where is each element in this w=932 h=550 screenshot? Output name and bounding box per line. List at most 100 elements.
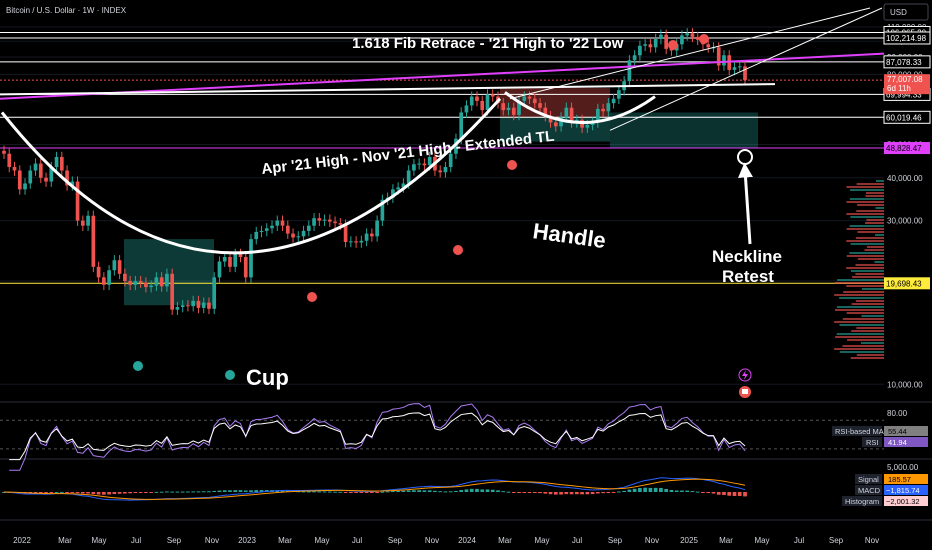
currency-box[interactable] bbox=[883, 3, 929, 21]
candle-body bbox=[475, 96, 479, 101]
candle-body bbox=[138, 281, 143, 283]
x-tick-label: Jul bbox=[352, 536, 362, 545]
candle-body bbox=[401, 183, 406, 188]
x-tick-label: 2024 bbox=[458, 536, 476, 545]
candle-body bbox=[617, 90, 621, 99]
candle-body bbox=[501, 103, 506, 111]
macd-histogram-bar bbox=[559, 492, 563, 495]
candle-body bbox=[238, 253, 243, 258]
macd-histogram-bar bbox=[91, 492, 96, 495]
candle-body bbox=[422, 163, 427, 166]
macd-histogram-bar bbox=[354, 492, 358, 493]
candle-body bbox=[270, 225, 274, 229]
macd-histogram-bar bbox=[144, 492, 148, 493]
volume-profile-bar bbox=[857, 231, 884, 233]
candle-body bbox=[559, 117, 563, 127]
candle-body bbox=[228, 257, 232, 267]
candle-body bbox=[590, 122, 595, 125]
pivot-high-marker bbox=[507, 160, 517, 170]
volume-profile-bar bbox=[834, 348, 884, 350]
macd-histogram-bar bbox=[611, 492, 616, 493]
macd-histogram-bar bbox=[522, 492, 527, 493]
lightning-icon[interactable] bbox=[738, 368, 752, 382]
volume-profile-bar bbox=[846, 213, 884, 215]
candle-body bbox=[517, 100, 521, 115]
macd-histogram-bar bbox=[280, 490, 285, 492]
candle-body bbox=[107, 270, 111, 285]
macd-histogram-bar bbox=[638, 488, 642, 492]
macd-histogram-bar bbox=[475, 488, 479, 492]
candle-body bbox=[175, 307, 180, 310]
candle-body bbox=[396, 187, 400, 190]
candle-body bbox=[685, 33, 690, 36]
macd-histogram-bar bbox=[737, 492, 742, 496]
volume-profile-bar bbox=[864, 249, 884, 251]
candle-body bbox=[80, 220, 85, 226]
macd-histogram-bar bbox=[44, 492, 48, 493]
extended-trendline bbox=[0, 52, 885, 100]
candle-body bbox=[222, 257, 227, 262]
macd-histogram-bar bbox=[427, 490, 432, 492]
candle-body bbox=[643, 44, 647, 46]
volume-profile-bar bbox=[852, 276, 884, 278]
macd-histogram-bar bbox=[175, 491, 180, 493]
channel-line bbox=[509, 7, 871, 100]
candle-body bbox=[191, 300, 196, 307]
candle-body bbox=[201, 302, 206, 308]
pivot-low-marker bbox=[133, 361, 143, 371]
macd-histogram-bar bbox=[238, 490, 243, 492]
candle-body bbox=[33, 163, 38, 171]
candle-body bbox=[217, 261, 222, 278]
y-tick-label: 40,000.00 bbox=[887, 174, 923, 183]
candle-body bbox=[317, 218, 322, 221]
candle-body bbox=[149, 285, 153, 288]
volume-profile-bar bbox=[846, 312, 884, 314]
macd-histogram-bar bbox=[333, 491, 337, 493]
macd-histogram-bar bbox=[569, 492, 574, 495]
candle-body bbox=[632, 55, 637, 61]
macd-histogram-bar bbox=[117, 492, 122, 494]
candle-body bbox=[359, 240, 364, 243]
candle-body bbox=[459, 112, 464, 139]
macd-histogram-bar bbox=[317, 491, 322, 493]
macd-histogram-bar bbox=[196, 491, 201, 493]
macd-histogram-bar bbox=[112, 492, 117, 495]
volume-profile-bar bbox=[836, 306, 884, 308]
volume-profile-bar bbox=[834, 309, 884, 311]
volume-profile-bar bbox=[846, 240, 884, 242]
macd-histogram-bar bbox=[165, 491, 169, 493]
candle-body bbox=[128, 281, 132, 285]
price-level-tag bbox=[884, 277, 930, 290]
x-tick-label: May bbox=[534, 536, 549, 545]
candle-body bbox=[569, 107, 574, 123]
flag-icon[interactable] bbox=[739, 386, 751, 398]
macd-histogram-bar bbox=[538, 492, 542, 494]
rsi-line bbox=[9, 403, 746, 471]
macd-histogram-bar bbox=[433, 490, 437, 492]
price-level-label: 102,214.98 bbox=[886, 34, 927, 43]
macd-histogram-bar bbox=[28, 492, 33, 493]
candle-body bbox=[49, 166, 54, 182]
x-tick-label: Nov bbox=[645, 536, 659, 545]
macd-histogram-bar bbox=[543, 492, 548, 494]
candle-body bbox=[186, 305, 190, 307]
volume-profile-bar bbox=[843, 291, 884, 293]
price-level-label: 48,828.47 bbox=[886, 144, 922, 153]
candle-body bbox=[548, 116, 553, 123]
macd-histogram-bar bbox=[622, 490, 626, 492]
macd-histogram-bar bbox=[38, 492, 43, 493]
volume-profile-bar bbox=[835, 336, 884, 338]
volume-profile-bar bbox=[851, 303, 884, 305]
volume-profile-bar bbox=[839, 351, 884, 353]
candle-body bbox=[543, 107, 548, 117]
volume-profile-bar bbox=[857, 258, 884, 260]
volume-profile-bar bbox=[842, 345, 884, 347]
macd-histogram-bar bbox=[102, 492, 106, 495]
macd-histogram-bar bbox=[391, 491, 395, 493]
volume-profile-bar bbox=[855, 300, 884, 302]
candle-body bbox=[86, 215, 90, 226]
macd-histogram-bar bbox=[632, 488, 637, 492]
rsi-ma-line bbox=[9, 412, 746, 461]
volume-profile-bar bbox=[850, 189, 884, 191]
